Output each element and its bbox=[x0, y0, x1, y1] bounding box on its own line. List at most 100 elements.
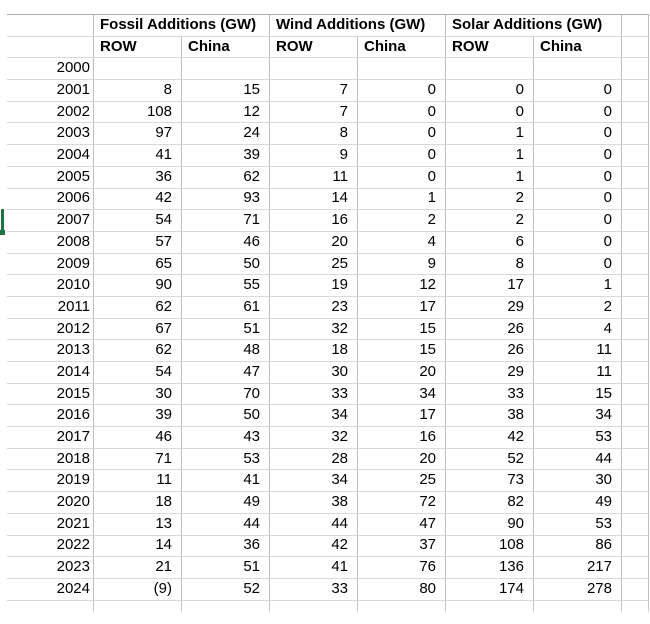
data-cell[interactable]: 11 bbox=[534, 340, 622, 362]
filler-cell[interactable] bbox=[622, 188, 649, 211]
data-cell[interactable]: 20 bbox=[358, 448, 446, 471]
filler-cell[interactable] bbox=[622, 145, 649, 167]
data-cell[interactable]: 9 bbox=[270, 145, 358, 167]
data-cell[interactable]: 71 bbox=[94, 448, 182, 471]
data-cell[interactable]: 32 bbox=[270, 318, 358, 341]
data-cell[interactable]: 39 bbox=[182, 145, 270, 167]
data-cell[interactable]: 4 bbox=[358, 231, 446, 254]
empty-cell[interactable] bbox=[182, 600, 270, 623]
data-cell[interactable]: 2 bbox=[446, 210, 534, 232]
data-cell[interactable]: 0 bbox=[358, 80, 446, 102]
year-cell[interactable]: 2002 bbox=[7, 101, 94, 124]
data-cell[interactable]: 52 bbox=[182, 578, 270, 601]
data-cell[interactable]: 4 bbox=[534, 318, 622, 341]
column-header[interactable]: ROW bbox=[446, 36, 534, 59]
data-cell[interactable]: 70 bbox=[182, 383, 270, 406]
filler-cell[interactable] bbox=[622, 101, 649, 124]
data-cell[interactable]: 24 bbox=[182, 123, 270, 146]
data-cell[interactable]: 15 bbox=[358, 318, 446, 341]
data-cell[interactable]: 20 bbox=[358, 362, 446, 384]
column-header[interactable]: ROW bbox=[94, 36, 182, 59]
year-cell[interactable]: 2022 bbox=[7, 535, 94, 558]
data-cell[interactable]: 6 bbox=[446, 231, 534, 254]
filler-cell[interactable] bbox=[622, 470, 649, 493]
data-cell[interactable]: 23 bbox=[270, 296, 358, 319]
data-cell[interactable]: 20 bbox=[270, 231, 358, 254]
data-cell[interactable]: 25 bbox=[358, 470, 446, 493]
data-cell[interactable]: 0 bbox=[358, 166, 446, 189]
data-cell[interactable]: 1 bbox=[446, 166, 534, 189]
data-cell[interactable]: 30 bbox=[270, 362, 358, 384]
year-cell[interactable]: 2000 bbox=[7, 58, 94, 81]
filler-cell[interactable] bbox=[622, 166, 649, 189]
data-cell[interactable]: 12 bbox=[182, 101, 270, 124]
empty-cell[interactable] bbox=[534, 600, 622, 623]
data-cell[interactable]: 17 bbox=[358, 405, 446, 428]
data-cell[interactable]: 62 bbox=[94, 296, 182, 319]
filler-cell[interactable] bbox=[622, 448, 649, 471]
data-cell[interactable]: 44 bbox=[534, 448, 622, 471]
year-cell[interactable]: 2009 bbox=[7, 253, 94, 276]
data-cell[interactable] bbox=[270, 58, 358, 81]
data-cell[interactable]: 14 bbox=[94, 535, 182, 558]
data-cell[interactable]: 34 bbox=[270, 470, 358, 493]
data-cell[interactable]: 15 bbox=[534, 383, 622, 406]
data-cell[interactable]: 43 bbox=[182, 427, 270, 449]
data-cell[interactable]: 42 bbox=[270, 535, 358, 558]
data-cell[interactable]: 33 bbox=[270, 578, 358, 601]
data-cell[interactable]: 11 bbox=[270, 166, 358, 189]
data-cell[interactable]: 36 bbox=[182, 535, 270, 558]
data-cell[interactable]: 18 bbox=[270, 340, 358, 362]
data-cell[interactable]: 11 bbox=[534, 362, 622, 384]
data-cell[interactable]: 37 bbox=[358, 535, 446, 558]
data-cell[interactable]: 46 bbox=[182, 231, 270, 254]
filler-cell[interactable] bbox=[622, 296, 649, 319]
filler-cell[interactable] bbox=[622, 231, 649, 254]
fill-handle[interactable] bbox=[0, 230, 5, 235]
data-cell[interactable] bbox=[446, 58, 534, 81]
data-cell[interactable]: 30 bbox=[534, 470, 622, 493]
filler-cell[interactable] bbox=[622, 427, 649, 449]
filler-cell[interactable] bbox=[622, 362, 649, 384]
data-cell[interactable]: 0 bbox=[534, 188, 622, 211]
data-cell[interactable]: 0 bbox=[446, 80, 534, 102]
year-cell[interactable]: 2018 bbox=[7, 448, 94, 471]
data-cell[interactable]: 29 bbox=[446, 296, 534, 319]
data-cell[interactable]: 1 bbox=[534, 275, 622, 297]
data-cell[interactable]: 15 bbox=[182, 80, 270, 102]
data-cell[interactable]: 0 bbox=[534, 210, 622, 232]
filler-cell[interactable] bbox=[622, 340, 649, 362]
data-cell[interactable]: 18 bbox=[94, 492, 182, 514]
data-cell[interactable]: 33 bbox=[446, 383, 534, 406]
empty-cell[interactable] bbox=[7, 600, 94, 623]
data-cell[interactable]: 28 bbox=[270, 448, 358, 471]
data-cell[interactable]: 1 bbox=[446, 145, 534, 167]
data-cell[interactable]: 136 bbox=[446, 557, 534, 579]
data-cell[interactable]: 52 bbox=[446, 448, 534, 471]
empty-cell[interactable] bbox=[622, 600, 649, 623]
year-cell[interactable]: 2001 bbox=[7, 80, 94, 102]
data-cell[interactable]: 16 bbox=[270, 210, 358, 232]
data-cell[interactable]: 50 bbox=[182, 253, 270, 276]
data-cell[interactable]: 82 bbox=[446, 492, 534, 514]
data-cell[interactable]: 12 bbox=[358, 275, 446, 297]
year-cell[interactable]: 2023 bbox=[7, 557, 94, 579]
data-cell[interactable]: 90 bbox=[94, 275, 182, 297]
data-cell[interactable]: 62 bbox=[182, 166, 270, 189]
data-cell[interactable] bbox=[534, 58, 622, 81]
data-cell[interactable]: 8 bbox=[446, 253, 534, 276]
filler-cell[interactable] bbox=[622, 275, 649, 297]
data-cell[interactable]: 38 bbox=[446, 405, 534, 428]
data-cell[interactable]: 32 bbox=[270, 427, 358, 449]
data-cell[interactable]: 29 bbox=[446, 362, 534, 384]
year-cell[interactable]: 2004 bbox=[7, 145, 94, 167]
data-cell[interactable]: 67 bbox=[94, 318, 182, 341]
data-cell[interactable]: 26 bbox=[446, 340, 534, 362]
data-cell[interactable]: 7 bbox=[270, 80, 358, 102]
filler-cell[interactable] bbox=[622, 578, 649, 601]
year-cell[interactable]: 2024 bbox=[7, 578, 94, 601]
data-cell[interactable]: 30 bbox=[94, 383, 182, 406]
data-cell[interactable]: 34 bbox=[358, 383, 446, 406]
data-cell[interactable]: 53 bbox=[182, 448, 270, 471]
data-cell[interactable]: 0 bbox=[358, 145, 446, 167]
